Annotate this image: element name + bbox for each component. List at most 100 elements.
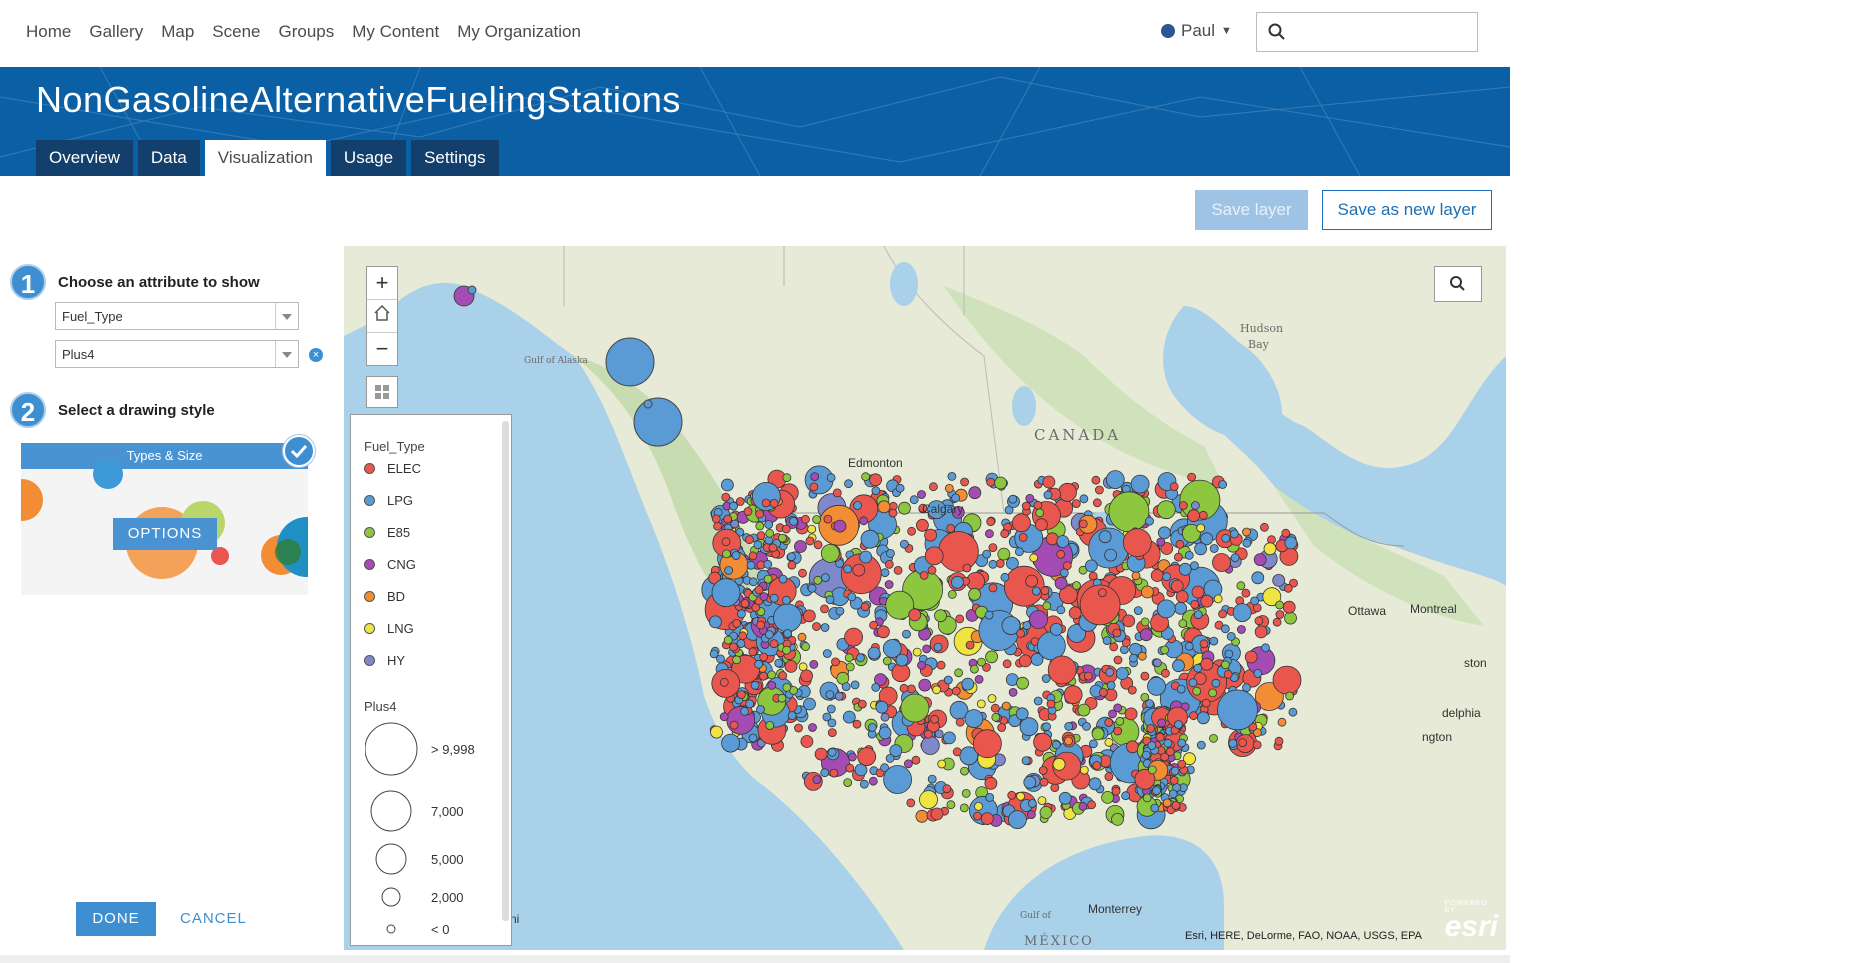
style-card-types-size[interactable]: Types & Size OPTIONS [21, 443, 308, 595]
cancel-button[interactable]: CANCEL [180, 910, 247, 927]
station-point [1178, 619, 1188, 629]
done-button[interactable]: DONE [76, 902, 156, 936]
station-point [1104, 737, 1114, 747]
tab-data[interactable]: Data [137, 140, 200, 176]
legend-toggle-button[interactable] [366, 376, 398, 408]
legend-label: ELEC [387, 461, 421, 476]
station-point [1200, 657, 1214, 671]
zoom-in-button[interactable]: + [367, 267, 397, 300]
map-view[interactable]: CANADA Hudson Bay Gulf of Alaska Gulf of… [344, 246, 1506, 950]
station-point [1008, 494, 1018, 504]
map-label-gulf-mexico: Gulf of [1020, 911, 1051, 921]
station-point [1112, 628, 1122, 638]
style-card-title: Types & Size [21, 443, 308, 469]
nav-groups[interactable]: Groups [278, 22, 335, 41]
station-point [1253, 669, 1263, 678]
station-point [859, 516, 869, 526]
attribute-select-primary[interactable]: Fuel_Type [55, 302, 299, 330]
station-point [1077, 703, 1091, 717]
station-point [1001, 616, 1021, 636]
station-point [995, 559, 1005, 568]
nav-my-content[interactable]: My Content [352, 22, 440, 41]
station-point [778, 574, 788, 584]
attribute-select-secondary[interactable]: Plus4 [55, 340, 299, 368]
station-point [763, 574, 773, 584]
station-point [878, 686, 898, 706]
legend-swatch [364, 623, 375, 634]
save-as-new-layer-button[interactable]: Save as new layer [1322, 190, 1492, 230]
station-point [1033, 732, 1052, 752]
dropdown-arrow-icon[interactable] [275, 303, 298, 329]
tab-visualization[interactable]: Visualization [204, 140, 326, 176]
station-point [783, 629, 793, 638]
tab-settings[interactable]: Settings [411, 140, 499, 176]
station-point [1230, 553, 1240, 563]
station-point [1146, 724, 1156, 733]
nav-gallery[interactable]: Gallery [89, 22, 144, 41]
page-title: NonGasolineAlternativeFuelingStations [36, 79, 681, 120]
map-search-button[interactable] [1434, 266, 1482, 302]
station-point [829, 768, 839, 778]
step-2-label: Select a drawing style [58, 402, 215, 419]
station-point [1046, 699, 1056, 709]
remove-attribute-icon[interactable]: × [309, 348, 323, 362]
save-layer-button[interactable]: Save layer [1195, 190, 1308, 230]
station-point [1137, 651, 1147, 661]
station-point [1188, 678, 1198, 688]
nav-map[interactable]: Map [161, 22, 195, 41]
station-point [878, 726, 892, 740]
user-avatar-icon [1161, 24, 1175, 38]
legend-size-title: Plus4 [364, 699, 397, 714]
tab-overview[interactable]: Overview [36, 140, 133, 176]
station-point [1288, 707, 1298, 717]
station-point [982, 662, 991, 672]
legend-scrollbar[interactable] [502, 421, 509, 921]
nav-home[interactable]: Home [26, 22, 72, 41]
station-point [911, 755, 921, 765]
station-point [1008, 810, 1027, 829]
nav-my-organization[interactable]: My Organization [457, 22, 581, 41]
station-point [1285, 691, 1294, 701]
user-menu[interactable]: Paul ▼ [1161, 21, 1232, 41]
station-point [1261, 643, 1270, 653]
basemap [344, 246, 1506, 950]
legend-size-label: 5,000 [431, 852, 464, 867]
station-point [1000, 529, 1010, 539]
station-point [735, 497, 745, 506]
legend-item: ELEC [364, 461, 421, 476]
nav-scene[interactable]: Scene [212, 22, 261, 41]
station-point [736, 690, 746, 700]
station-point [820, 543, 840, 563]
station-point [1127, 685, 1137, 695]
options-button[interactable]: OPTIONS [113, 518, 217, 550]
zoom-out-button[interactable]: − [375, 336, 389, 361]
station-point [719, 677, 729, 687]
dropdown-arrow-icon[interactable] [275, 341, 298, 367]
station-point [1253, 553, 1267, 567]
station-point [1190, 599, 1200, 609]
station-point [755, 521, 765, 531]
station-point [907, 684, 916, 694]
station-point [1089, 739, 1098, 749]
tab-usage[interactable]: Usage [330, 140, 407, 176]
station-point [754, 585, 764, 595]
user-name: Paul [1181, 21, 1216, 40]
station-point [1184, 641, 1194, 651]
station-point [1182, 523, 1201, 543]
search-input[interactable] [1256, 12, 1478, 52]
station-point [1068, 606, 1082, 620]
home-button[interactable] [367, 300, 397, 333]
station-point [988, 583, 998, 593]
station-point [769, 639, 779, 649]
station-point [1113, 703, 1123, 713]
station-point [952, 747, 962, 757]
station-point [974, 802, 983, 811]
station-point [1042, 475, 1056, 489]
top-navigation: Home Gallery Map Scene Groups My Content… [0, 0, 1510, 67]
station-point [907, 526, 916, 536]
station-point [900, 539, 909, 549]
station-point [1111, 786, 1121, 796]
station-point [1129, 653, 1138, 663]
station-point [1121, 638, 1131, 648]
station-point [1122, 528, 1152, 558]
